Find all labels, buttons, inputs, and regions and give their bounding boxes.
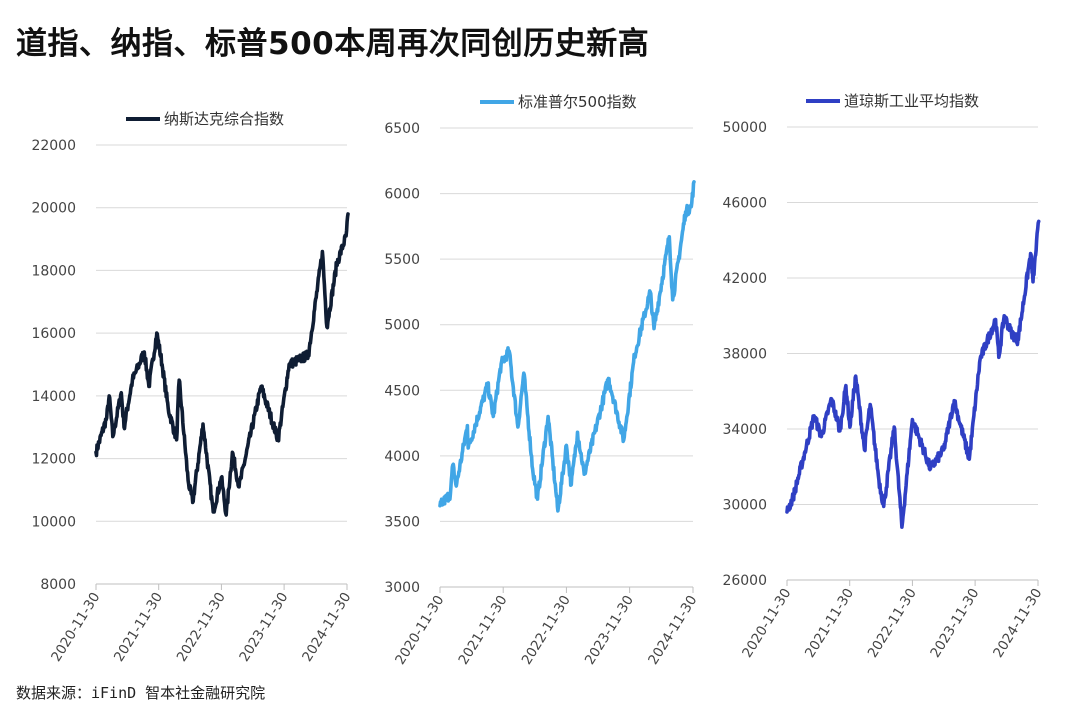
chart-panel-1: 8000 10000 12000 14000 16000 18000 20000 22000 2… xyxy=(31,110,354,665)
x-tick-label: 2023-11-30 xyxy=(236,590,291,665)
y-tick-label: 12000 xyxy=(31,452,76,468)
x-tick-label: 2024-11-30 xyxy=(299,590,354,665)
y-tick-label: 3500 xyxy=(384,514,420,530)
y-tick-label: 5500 xyxy=(384,252,420,268)
series-line xyxy=(785,219,1041,529)
x-tick-label: 2022-11-30 xyxy=(865,586,920,661)
chart-panel-3: 26000 30000 34000 38000 42000 46000 50000 2020-… xyxy=(722,92,1045,661)
y-tick-label: 10000 xyxy=(31,514,76,530)
y-tick-label: 6500 xyxy=(384,121,420,137)
y-tick-label: 16000 xyxy=(31,326,76,342)
x-tick-label: 2021-11-30 xyxy=(802,586,857,661)
x-tick-label: 2023-11-30 xyxy=(582,593,637,668)
legend-label: 纳斯达克综合指数 xyxy=(164,110,284,128)
y-tick-label: 38000 xyxy=(722,347,767,363)
x-tick-label: 2022-11-30 xyxy=(174,590,229,665)
series-line xyxy=(438,180,696,513)
y-tick-label: 8000 xyxy=(40,577,76,593)
x-tick-label: 2024-11-30 xyxy=(645,593,700,668)
y-tick-label: 5000 xyxy=(384,318,420,334)
x-tick-label: 2022-11-30 xyxy=(519,593,574,668)
legend-label: 标准普尔500指数 xyxy=(518,93,637,111)
y-tick-label: 22000 xyxy=(31,138,76,154)
x-tick-label: 2024-11-30 xyxy=(990,586,1045,661)
legend-label: 道琼斯工业平均指数 xyxy=(844,92,979,110)
y-tick-label: 50000 xyxy=(722,120,767,136)
x-tick-label: 2020-11-30 xyxy=(392,593,447,668)
y-tick-label: 6000 xyxy=(384,187,420,203)
page-title: 道指、纳指、标普500本周再次同创历史新高 xyxy=(16,26,650,62)
x-tick-label: 2021-11-30 xyxy=(111,590,166,665)
y-tick-label: 46000 xyxy=(722,196,767,212)
y-tick-label: 42000 xyxy=(722,271,767,287)
y-tick-label: 18000 xyxy=(31,263,76,279)
x-tick-label: 2020-11-30 xyxy=(739,586,794,661)
data-source-note: 数据来源：iFinD 智本社金融研究院 xyxy=(16,684,266,702)
y-tick-label: 20000 xyxy=(31,201,76,217)
x-tick-label: 2023-11-30 xyxy=(927,586,982,661)
series-line xyxy=(94,212,350,517)
y-tick-label: 4000 xyxy=(384,449,420,465)
chart-panel-2: 3000 3500 4000 4500 5000 5500 6000 6500 2020-11-… xyxy=(384,93,700,668)
y-tick-label: 26000 xyxy=(722,573,767,589)
y-tick-label: 14000 xyxy=(31,389,76,405)
x-tick-label: 2020-11-30 xyxy=(48,590,103,665)
y-tick-label: 30000 xyxy=(722,498,767,514)
x-tick-label: 2021-11-30 xyxy=(455,593,510,668)
y-tick-label: 4500 xyxy=(384,383,420,399)
y-tick-label: 3000 xyxy=(384,580,420,596)
y-tick-label: 34000 xyxy=(722,422,767,438)
